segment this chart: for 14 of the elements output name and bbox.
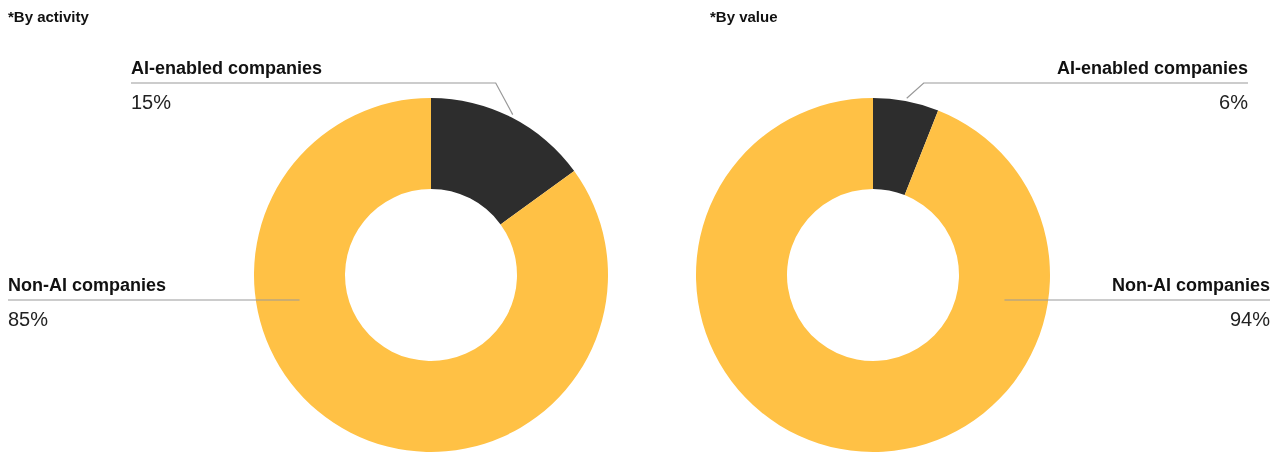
slice-label: AI-enabled companies <box>131 58 323 78</box>
chart-title: *By activity <box>8 8 89 25</box>
data-label: 15% <box>131 91 172 113</box>
data-label: 6% <box>1219 91 1249 113</box>
chart-title: *By value <box>710 8 778 25</box>
slice-label: Non-AI companies <box>1111 275 1270 295</box>
donut-slice <box>431 98 575 225</box>
donut-slice <box>696 98 1050 452</box>
data-label: 94% <box>1229 308 1271 330</box>
donut-slice <box>873 98 939 196</box>
slice-label: AI-enabled companies <box>1056 58 1248 78</box>
slice-label: Non-AI companies <box>8 275 167 295</box>
data-label: 85% <box>8 308 49 330</box>
donut-slice <box>254 98 608 452</box>
